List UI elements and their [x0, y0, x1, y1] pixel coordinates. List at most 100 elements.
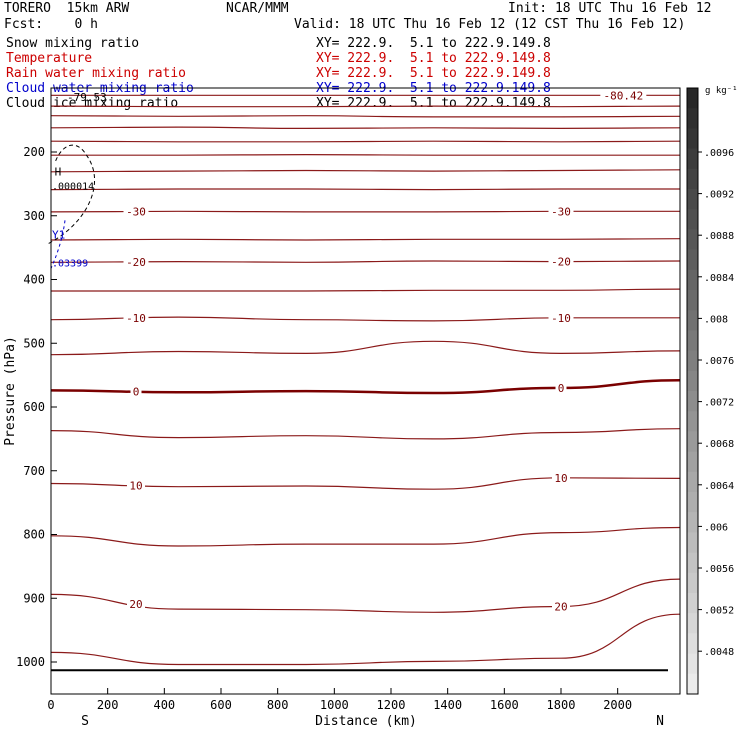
- colorbar-segment: [687, 451, 698, 473]
- temperature-contour: [50, 126, 681, 130]
- colorbar-tick-label: .0072: [704, 398, 734, 409]
- colorbar-segment: [687, 310, 698, 331]
- x-tick-label: 2000: [603, 698, 632, 712]
- colorbar-tick-label: .0076: [704, 356, 734, 367]
- field-coords-temperature: XY= 222.9. 5.1 to 222.9.149.8: [316, 51, 551, 66]
- colorbar-segment: [687, 168, 698, 190]
- colorbar-segment: [687, 653, 698, 675]
- colorbar-segment: [687, 572, 698, 594]
- colorbar-segment: [687, 148, 698, 170]
- x-tick-label: 200: [97, 698, 119, 712]
- contour-label-bg: [127, 479, 145, 492]
- temperature-contour: [50, 613, 681, 666]
- snow-contour: [48, 144, 96, 244]
- x-tick-label: 0: [47, 698, 54, 712]
- y-tick-label: 500: [23, 336, 45, 350]
- model-title: TORERO 15km ARW: [4, 1, 130, 16]
- colorbar-segment: [687, 411, 698, 432]
- y-tick-label: 900: [23, 591, 45, 605]
- contour-label-bg: [123, 311, 149, 324]
- temperature-contour: [50, 378, 681, 395]
- temperature-contour: [50, 288, 681, 292]
- contour-label: 20: [554, 601, 567, 614]
- temperature-contour: [50, 578, 681, 613]
- colorbar-segment: [687, 108, 698, 129]
- colorbar-segment: [687, 593, 698, 614]
- colorbar-tick-label: .0088: [704, 231, 734, 242]
- contour-label-bg: [600, 89, 647, 102]
- contour-label: -20: [551, 256, 571, 269]
- x-tick-label: 1000: [320, 698, 349, 712]
- south-label: S: [81, 714, 89, 729]
- colorbar-tick-label: .0092: [704, 190, 734, 201]
- contour-label: -30: [126, 206, 146, 219]
- temperature-contour: [50, 340, 681, 356]
- contour-label: 0: [133, 386, 140, 399]
- temperature-contour: [50, 153, 680, 156]
- contour-label: -20: [126, 256, 146, 269]
- colorbar-segment: [687, 269, 698, 291]
- temperature-contour: [50, 428, 681, 440]
- contour-label-bg: [548, 255, 574, 268]
- y-tick-label: 1000: [16, 655, 45, 669]
- contour-label: 20: [129, 598, 142, 611]
- contour-label-bg: [552, 600, 570, 613]
- colorbar-segment: [687, 229, 698, 251]
- x-tick-label: 400: [153, 698, 175, 712]
- colorbar-tick-label: .0052: [704, 606, 734, 617]
- forecast-hour: Fcst: 0 h: [4, 17, 98, 32]
- contour-label-bg: [123, 255, 149, 268]
- north-label: N: [656, 714, 664, 729]
- init-time: Init: 18 UTC Thu 16 Feb 12: [508, 1, 712, 16]
- y-tick-label: 700: [23, 464, 45, 478]
- colorbar-unit: g kg⁻¹: [705, 86, 738, 96]
- colorbar-segment: [687, 370, 698, 392]
- colorbar-segment: [687, 290, 698, 311]
- temperature-contour: [50, 140, 681, 143]
- field-label-temperature: Temperature: [6, 51, 93, 66]
- contour-label-bg: [130, 385, 142, 398]
- colorbar-segment: [687, 249, 698, 271]
- temperature-contour: [50, 526, 681, 547]
- colorbar-segment: [687, 330, 698, 352]
- colorbar-segment: [687, 189, 698, 210]
- colorbar-segment: [687, 552, 698, 574]
- y-tick-label: 400: [23, 273, 45, 287]
- y-tick-label: 600: [23, 400, 45, 414]
- y-axis-label: Pressure (hPa): [3, 336, 18, 446]
- valid-time: Valid: 18 UTC Thu 16 Feb 12 (12 CST Thu …: [294, 17, 686, 32]
- colorbar-segment: [687, 431, 698, 453]
- temperature-contour: [50, 188, 680, 191]
- contour-label: -10: [126, 312, 146, 325]
- colorbar-segment: [687, 350, 698, 372]
- colorbar-tick-label: .0048: [704, 647, 734, 658]
- contour-label-bg: [548, 311, 574, 324]
- colorbar-tick-label: .008: [704, 314, 728, 325]
- center-title: NCAR/MMM: [226, 1, 289, 16]
- contour-label-bg: [123, 205, 149, 218]
- colorbar-tick-label: .006: [704, 522, 728, 533]
- colorbar-segment: [687, 633, 698, 655]
- colorbar-tick-label: .0056: [704, 564, 734, 575]
- temperature-contour: [50, 169, 681, 173]
- colorbar-segment: [687, 532, 698, 554]
- field-coords-cloud-ice: XY= 222.9. 5.1 to 222.9.149.8: [316, 96, 551, 111]
- contour-label: 10: [554, 472, 567, 485]
- colorbar-tick-label: .0084: [704, 273, 734, 284]
- snow-max-marker: H: [55, 165, 62, 178]
- temperature-contour: [50, 115, 681, 118]
- x-tick-label: 1200: [377, 698, 406, 712]
- contour-label-bg: [548, 205, 574, 218]
- temperature-contour: [50, 238, 681, 241]
- field-coords-rain: XY= 222.9. 5.1 to 222.9.149.8: [316, 66, 551, 81]
- colorbar-segment: [687, 128, 698, 150]
- colorbar-segment: [687, 471, 698, 493]
- field-label-snow: Snow mixing ratio: [6, 36, 140, 51]
- x-tick-label: 600: [210, 698, 232, 712]
- y-tick-label: 200: [23, 145, 45, 159]
- cloud-water-max-value: .03399: [52, 258, 88, 269]
- x-tick-label: 800: [267, 698, 289, 712]
- colorbar-segment: [687, 512, 698, 533]
- x-tick-label: 1600: [490, 698, 519, 712]
